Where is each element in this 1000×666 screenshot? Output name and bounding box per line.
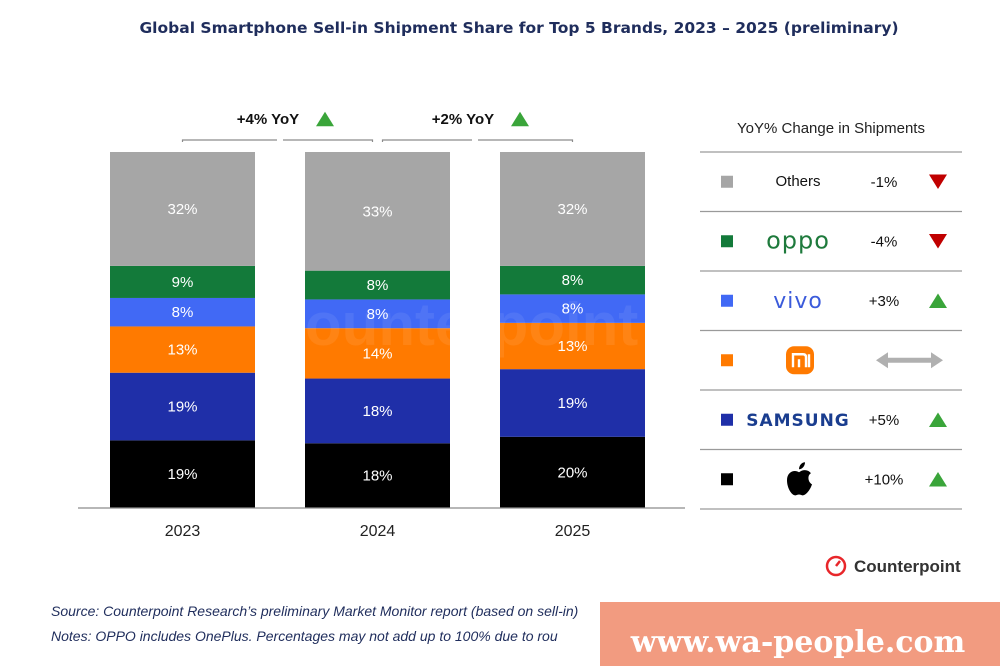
legend-trend-triangle-others — [929, 174, 947, 189]
counterpoint-logo-needle — [835, 560, 841, 567]
data-label-others-2025: 32% — [557, 201, 587, 218]
bar-segment-vivo-2025 — [500, 294, 645, 323]
yoy-trend-triangle-2023-2024 — [316, 111, 334, 127]
data-label-oppo-2024: 8% — [367, 277, 389, 294]
legend-swatch-xiaomi — [721, 354, 733, 367]
x-tick-label-2025: 2025 — [555, 523, 591, 540]
legend-trend-flat-left-arrow — [876, 352, 888, 369]
yoy-bracket-2024-2025 — [381, 139, 574, 142]
ghost-watermark-text: Counterpoint — [262, 291, 639, 358]
yoy-bracket-2023-2024 — [181, 139, 374, 142]
legend-trend-flat-right-arrow — [931, 352, 943, 369]
legend-yoy-apple: +10% — [865, 471, 904, 488]
watermark-text: www.wa-people.com — [630, 625, 966, 660]
bar-segment-others-2024 — [305, 152, 450, 271]
legend-trend-triangle-samsung — [929, 412, 947, 427]
counterpoint-logo-icon — [825, 555, 847, 577]
data-label-vivo-2025: 8% — [562, 301, 584, 318]
data-label-xiaomi-2025: 13% — [557, 338, 587, 355]
legend-logo-samsung: SAMSUNG — [746, 411, 850, 431]
data-label-xiaomi-2023: 13% — [167, 342, 197, 359]
legend-yoy-oppo: -4% — [871, 233, 898, 250]
bar-segment-apple-2024 — [305, 443, 450, 508]
xiaomi-logo-mark — [791, 353, 811, 368]
chart-title: Global Smartphone Sell-in Shipment Share… — [139, 19, 898, 37]
legend-logo-oppo: oppo — [766, 226, 830, 254]
legend-logo-vivo: vivo — [773, 289, 823, 314]
data-label-xiaomi-2024: 14% — [362, 345, 392, 362]
footer: Counterpoint Source: Counterpoint Researc… — [51, 555, 1000, 666]
legend-yoy-others: -1% — [871, 174, 898, 191]
bar-segment-vivo-2023 — [110, 297, 255, 327]
apple-logo-leaf — [799, 462, 805, 470]
bar-segment-samsung-2024 — [305, 378, 450, 444]
legend-yoy-vivo: +3% — [869, 293, 899, 310]
data-label-oppo-2025: 8% — [562, 272, 584, 289]
source-note: Source: Counterpoint Research’s prelimin… — [51, 603, 578, 619]
bars-layer: 19% 19% 13% 8% 9% 32% 18% 18% 14% 8% 8% 33% 20% 19% 13… — [110, 152, 645, 508]
bar-segment-others-2025 — [500, 152, 645, 266]
counterpoint-logo: Counterpoint — [825, 555, 961, 577]
counterpoint-logo-text: Counterpoint — [854, 557, 961, 576]
legend-swatch-others — [721, 175, 733, 188]
data-label-oppo-2023: 9% — [172, 274, 194, 291]
yoy-trend-triangle-2024-2025 — [511, 111, 529, 127]
x-tick-label-2024: 2024 — [360, 523, 396, 540]
legend-swatch-oppo — [721, 235, 733, 248]
data-label-apple-2024: 18% — [362, 468, 392, 485]
bar-segment-apple-2025 — [500, 436, 645, 508]
xiaomi-logo-icon — [786, 346, 814, 375]
data-label-vivo-2023: 8% — [172, 304, 194, 321]
bar-segment-xiaomi-2023 — [110, 326, 255, 373]
apple-logo-body — [787, 470, 812, 496]
ghost-watermark-layer: Counterpoint — [262, 291, 639, 358]
legend-swatch-apple — [721, 473, 733, 486]
legend-label-others: Others — [775, 173, 820, 190]
bar-segment-oppo-2023 — [110, 265, 255, 298]
bar-segment-xiaomi-2024 — [305, 328, 450, 379]
legend-trend-triangle-vivo — [929, 293, 947, 308]
legend-title: YoY% Change in Shipments — [737, 120, 925, 137]
data-label-apple-2025: 20% — [557, 464, 587, 481]
bar-segment-oppo-2025 — [500, 265, 645, 295]
data-label-others-2024: 33% — [362, 203, 392, 220]
apple-logo-icon — [787, 462, 812, 496]
legend-trend-triangle-oppo — [929, 234, 947, 249]
bar-segment-apple-2023 — [110, 440, 255, 508]
bar-segment-others-2023 — [110, 152, 255, 266]
data-label-apple-2023: 19% — [167, 466, 197, 483]
watermark-banner: www.wa-people.com — [600, 602, 1000, 666]
yoy-label-2023-2024: +4% YoY — [237, 111, 299, 128]
watermark-background — [600, 602, 1000, 666]
x-axis: 2023 2024 2025 — [78, 507, 685, 540]
bar-segment-oppo-2024 — [305, 270, 450, 300]
bar-segment-vivo-2024 — [305, 299, 450, 329]
data-label-others-2023: 32% — [167, 201, 197, 218]
legend: YoY% Change in Shipments Others -1% oppo -4%… — [700, 120, 962, 510]
data-label-samsung-2024: 18% — [362, 403, 392, 420]
notes-line: Notes: OPPO includes OnePlus. Percentage… — [51, 628, 558, 644]
annotations-layer: +4% YoY +2% YoY — [181, 111, 574, 142]
yoy-label-2024-2025: +2% YoY — [432, 111, 494, 128]
bar-segment-samsung-2023 — [110, 372, 255, 441]
bar-segment-xiaomi-2025 — [500, 322, 645, 370]
data-label-samsung-2023: 19% — [167, 399, 197, 416]
data-label-samsung-2025: 19% — [557, 395, 587, 412]
legend-swatch-vivo — [721, 294, 733, 307]
legend-swatch-samsung — [721, 413, 733, 426]
bar-segment-samsung-2025 — [500, 369, 645, 437]
legend-trend-triangle-apple — [929, 472, 947, 487]
x-tick-label-2023: 2023 — [165, 523, 201, 540]
data-label-vivo-2024: 8% — [367, 306, 389, 323]
legend-yoy-samsung: +5% — [869, 412, 899, 429]
